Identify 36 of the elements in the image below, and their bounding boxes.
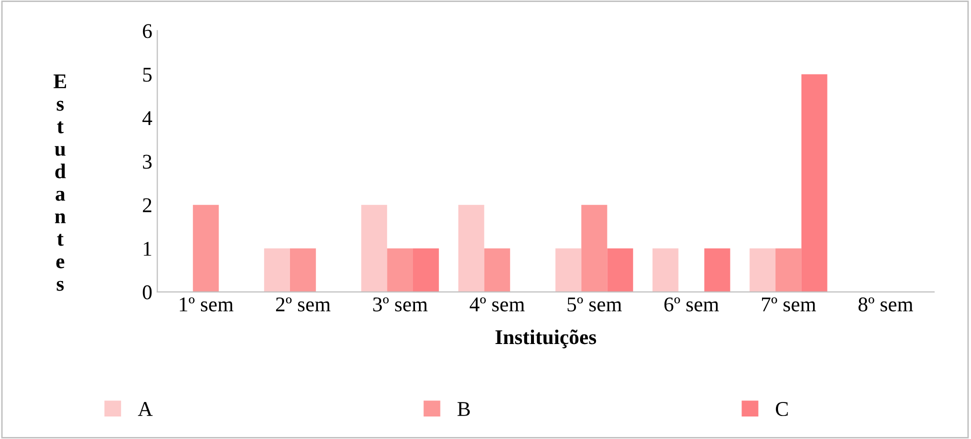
x-tick-label: 7º sem [762,297,816,312]
x-tick-label: 6º sem [664,297,719,312]
x-axis-title: Instituições [495,330,596,348]
bar [290,248,316,292]
bar [387,248,413,292]
y-tick-label: 3 [143,154,152,169]
bar [192,204,219,292]
bar [776,248,802,292]
y-tick-label: 2 [142,198,152,212]
bar [607,248,634,292]
y-tick-label: 0 [142,285,152,300]
bar [801,74,828,292]
bar [484,248,510,292]
legend-label: A [138,402,153,416]
legend-label: C [776,402,788,416]
bar [413,248,439,292]
x-tick-label: 8º sem [858,297,914,312]
x-tick-label: 5º sem [568,297,622,312]
bar [704,248,730,292]
bar [652,248,678,292]
bar [750,248,776,292]
y-tick-label: 6 [142,24,152,38]
y-tick-label: 4 [142,111,152,126]
bar [555,248,582,292]
x-tick-label: 3º sem [373,297,428,312]
bar [581,204,608,292]
legend-label: B [458,402,470,416]
y-tick-label: 1 [144,242,152,256]
x-tick-label: 4º sem [470,297,525,312]
y-tick-label: 5 [143,68,152,82]
bar [264,248,290,292]
bar [458,204,484,292]
text: Estudantes [54,74,66,291]
bar [361,204,388,292]
x-tick-label: 2º sem [276,297,330,312]
x-tick-label: 1º sem [180,297,234,312]
